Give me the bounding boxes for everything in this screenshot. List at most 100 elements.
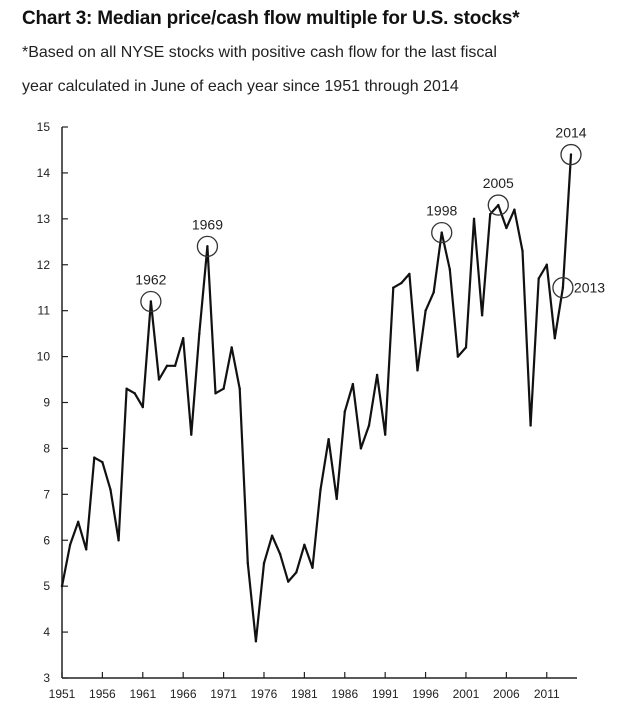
data-point: [424, 309, 427, 312]
data-point: [513, 208, 516, 211]
data-point: [553, 337, 557, 340]
data-point: [238, 387, 241, 390]
data-point: [246, 562, 250, 565]
chart-subtitle-line-2: year calculated in June of each year sin…: [22, 78, 459, 95]
data-point: [101, 460, 104, 464]
data-point: [278, 552, 282, 556]
x-tick-label: 1986: [331, 687, 358, 701]
annotation-circle: [196, 235, 219, 258]
data-point: [440, 231, 443, 234]
annotation-circle: [552, 277, 574, 299]
data-point: [117, 539, 120, 542]
data-point: [270, 534, 274, 537]
data-point: [68, 543, 72, 547]
data-point: [85, 548, 88, 551]
data-point: [359, 447, 363, 450]
annotation-label: 1969: [192, 216, 223, 232]
x-tick-label: 1966: [170, 687, 197, 701]
x-tick-label: 2011: [534, 687, 560, 701]
y-tick-label: 5: [43, 579, 50, 593]
chart-annotations: 1962 1969 1998 2005 2013 2014: [135, 125, 605, 313]
data-point: [198, 332, 201, 335]
y-tick-label: 14: [37, 166, 51, 180]
annotation-circle: [431, 221, 453, 244]
chart-axes: 3 4 5 6 7 8 9 10 11 12 13 14 15 1951 1956 1961 1966 1971 1…: [37, 120, 577, 701]
data-point: [400, 281, 403, 285]
annotation-circle: [560, 143, 582, 166]
data-point: [327, 438, 330, 441]
y-tick-label: 9: [43, 396, 50, 410]
data-point: [335, 497, 338, 501]
x-tick-label: 1956: [89, 687, 116, 701]
x-tick-label: 1971: [210, 687, 237, 701]
data-point: [545, 263, 548, 266]
y-tick-label: 15: [37, 120, 51, 134]
data-point: [448, 268, 452, 271]
data-point: [303, 543, 306, 547]
data-point: [489, 213, 492, 216]
data-point: [456, 355, 460, 358]
x-tick-label: 2001: [453, 687, 480, 701]
data-point: [343, 410, 346, 413]
annotation-label: 2014: [555, 125, 586, 141]
data-point: [432, 291, 435, 294]
data-point: [76, 520, 80, 524]
data-point: [173, 364, 177, 367]
data-point: [497, 203, 500, 207]
data-point: [375, 373, 379, 377]
y-tick-label: 10: [37, 350, 51, 364]
data-point: [464, 346, 468, 349]
y-tick-label: 3: [43, 671, 50, 685]
data-point: [480, 314, 484, 317]
data-point: [408, 272, 411, 276]
x-tick-label: 1996: [412, 687, 439, 701]
data-point: [521, 249, 524, 253]
data-point: [392, 286, 395, 289]
data-point: [190, 433, 193, 436]
data-point: [351, 382, 355, 386]
data-point: [529, 424, 532, 427]
data-point: [416, 369, 419, 372]
data-point: [93, 456, 96, 459]
data-point: [569, 153, 573, 156]
x-tick-label: 1951: [49, 687, 76, 701]
data-point: [60, 584, 64, 588]
data-point: [109, 488, 112, 491]
data-point: [367, 424, 371, 427]
y-tick-label: 7: [43, 487, 50, 501]
x-tick-label: 1981: [291, 687, 318, 701]
x-tick-label: 1961: [129, 687, 156, 701]
x-tick-label: 1976: [251, 687, 278, 701]
chart-title: Chart 3: Median price/cash flow multiple…: [22, 8, 520, 29]
y-tick-label: 4: [43, 625, 50, 639]
annotation-label: 1998: [426, 203, 457, 219]
annotation-label: 2013: [574, 280, 605, 296]
data-point: [561, 286, 565, 289]
data-point: [230, 346, 233, 349]
data-point: [157, 378, 161, 381]
data-point: [472, 217, 476, 221]
annotation-circle: [140, 290, 162, 313]
series-line: [60, 153, 573, 643]
annotation-label: 2005: [483, 175, 514, 191]
data-point: [181, 337, 185, 340]
data-point: [133, 392, 136, 395]
data-point: [505, 226, 508, 230]
data-point: [149, 300, 153, 303]
data-point: [295, 571, 298, 574]
data-point: [311, 566, 314, 569]
y-tick-label: 13: [37, 212, 51, 226]
y-tick-label: 6: [43, 533, 50, 547]
data-point: [262, 562, 266, 565]
x-tick-label: 2006: [493, 687, 520, 701]
annotation-circle: [487, 194, 509, 216]
data-point: [165, 364, 169, 367]
data-point: [319, 488, 322, 491]
data-point: [287, 580, 290, 583]
chart-subtitle-line-1: *Based on all NYSE stocks with positive …: [22, 44, 497, 61]
data-point: [141, 405, 144, 409]
x-tick-label: 1991: [372, 687, 399, 701]
data-point: [254, 640, 258, 643]
data-point: [222, 387, 225, 390]
